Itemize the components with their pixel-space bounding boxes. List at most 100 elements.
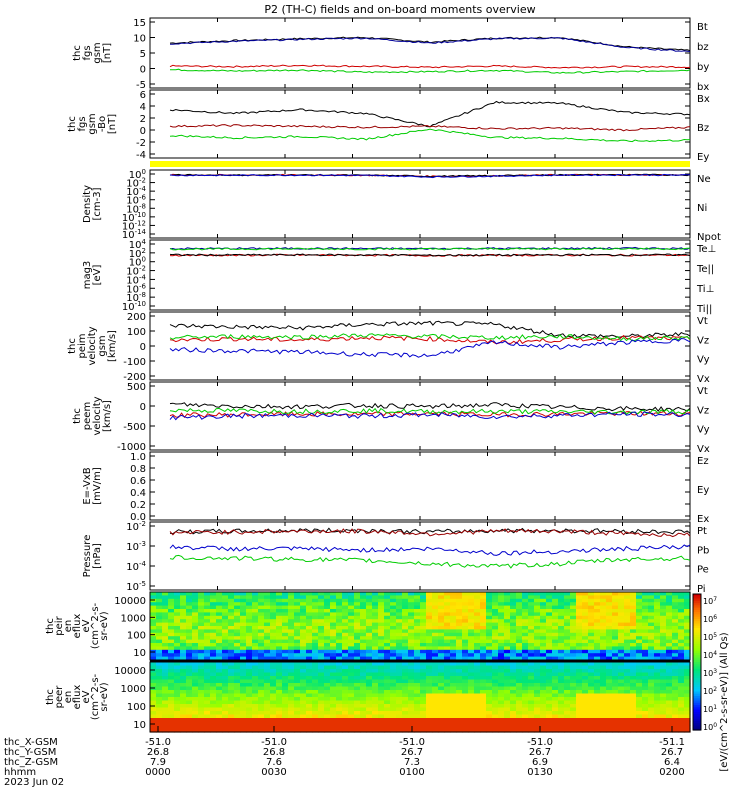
- spec-cell: [600, 646, 607, 651]
- spec-cell: [462, 700, 469, 705]
- spec-cell: [546, 686, 553, 691]
- spec-cell: [414, 693, 421, 698]
- spec-cell: [624, 679, 631, 684]
- spec-cell: [462, 714, 469, 719]
- spec-cell: [336, 609, 343, 613]
- spec-cell: [306, 662, 313, 667]
- spec-cell: [294, 662, 301, 667]
- spec-cell: [558, 649, 565, 654]
- spec-cell: [360, 700, 367, 705]
- spec-cell: [174, 669, 181, 674]
- spec-cell: [222, 711, 229, 716]
- spec-cell: [648, 649, 655, 654]
- spec-cell: [174, 728, 181, 733]
- spec-cell: [450, 693, 457, 698]
- spec-cell: [558, 653, 565, 658]
- spec-cell: [558, 683, 565, 688]
- spec-cell: [642, 609, 649, 613]
- spec-cell: [234, 609, 241, 613]
- spec-cell: [348, 632, 355, 637]
- spec-cell: [318, 728, 325, 733]
- spec-cell: [426, 693, 433, 698]
- spec-cell: [648, 693, 655, 698]
- spec-cell: [456, 686, 463, 691]
- spec-cell: [468, 704, 475, 709]
- spec-cell: [318, 636, 325, 641]
- spec-cell: [648, 646, 655, 651]
- spec-cell: [198, 592, 205, 596]
- spec-cell: [222, 602, 229, 607]
- spec-cell: [510, 686, 517, 691]
- spec-cell: [336, 672, 343, 677]
- spec-cell: [672, 619, 679, 624]
- spec-cell: [588, 639, 595, 644]
- spec-cell: [150, 683, 157, 688]
- spec-cell: [396, 649, 403, 654]
- spec-cell: [474, 714, 481, 719]
- spec-cell: [576, 693, 583, 698]
- spec-cell: [348, 669, 355, 674]
- spec-cell: [204, 612, 211, 617]
- spec-cell: [210, 693, 217, 698]
- spec-cell: [510, 721, 517, 726]
- spec-cell: [234, 672, 241, 677]
- spec-cell: [534, 697, 541, 702]
- spec-cell: [426, 639, 433, 644]
- spec-cell: [384, 592, 391, 596]
- spec-cell: [588, 693, 595, 698]
- spec-cell: [168, 679, 175, 684]
- spec-cell: [162, 714, 169, 719]
- spec-cell: [474, 595, 481, 600]
- spec-cell: [234, 728, 241, 733]
- spec-cell: [594, 622, 601, 627]
- spec-cell: [258, 672, 265, 677]
- spec-cell: [180, 683, 187, 688]
- spec-cell: [540, 690, 547, 695]
- spec-cell: [294, 609, 301, 613]
- spec-cell: [408, 700, 415, 705]
- spec-cell: [540, 649, 547, 654]
- spec-cell: [504, 609, 511, 613]
- spec-cell: [186, 632, 193, 637]
- colorbar-cell: [693, 603, 701, 606]
- spec-cell: [576, 665, 583, 670]
- spec-cell: [294, 632, 301, 637]
- spec-cell: [420, 656, 427, 661]
- spec-cell: [666, 665, 673, 670]
- spec-cell: [180, 711, 187, 716]
- spec-cell: [582, 721, 589, 726]
- spec-cell: [318, 646, 325, 651]
- spec-cell: [654, 697, 661, 702]
- spec-cell: [408, 626, 415, 630]
- spec-cell: [258, 649, 265, 654]
- spec-cell: [384, 649, 391, 654]
- spec-cell: [276, 707, 283, 712]
- spec-cell: [588, 622, 595, 627]
- spec-cell: [210, 718, 217, 723]
- spec-cell: [360, 609, 367, 613]
- spec-cell: [480, 592, 487, 596]
- spec-cell: [366, 700, 373, 705]
- spec-cell: [390, 665, 397, 670]
- spec-cell: [612, 679, 619, 684]
- xaxis-row-label: thc_Z-GSM: [4, 757, 58, 768]
- spec-cell: [462, 643, 469, 647]
- spec-cell: [432, 595, 439, 600]
- spec-cell: [492, 595, 499, 600]
- spec-cell: [468, 683, 475, 688]
- spec-cell: [210, 683, 217, 688]
- spec-cell: [504, 649, 511, 654]
- spec-cell: [636, 619, 643, 624]
- spec-cell: [306, 656, 313, 661]
- spec-cell: [384, 622, 391, 627]
- spec-cell: [426, 669, 433, 674]
- y-tick-label: 0.8: [130, 464, 146, 475]
- spec-cell: [600, 728, 607, 733]
- spec-cell: [546, 622, 553, 627]
- colorbar-cell: [693, 686, 701, 690]
- spec-cell: [288, 669, 295, 674]
- spec-cell: [216, 609, 223, 613]
- spec-cell: [294, 622, 301, 627]
- spec-cell: [684, 598, 691, 603]
- spec-cell: [348, 636, 355, 641]
